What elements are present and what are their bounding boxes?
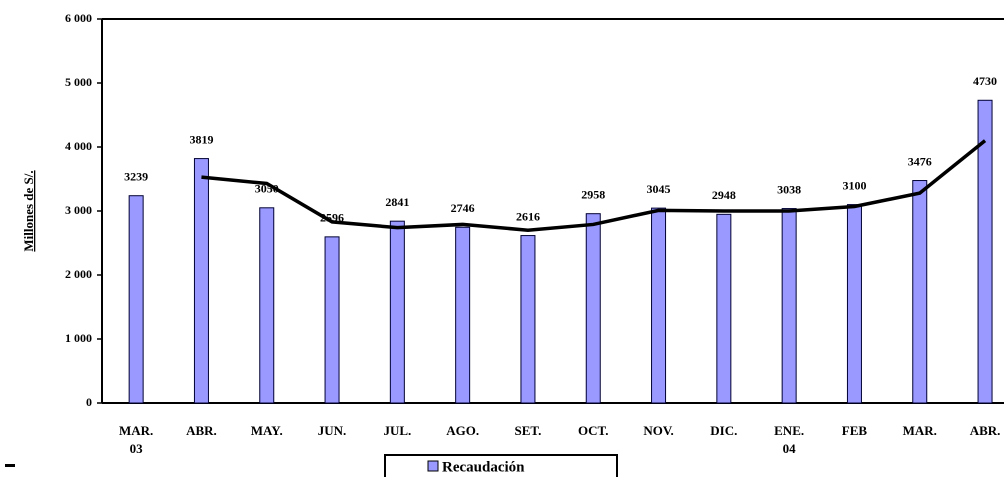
x-tick-label: ENE. 04 <box>774 423 805 456</box>
bar <box>977 99 993 404</box>
x-tick-label: JUL. <box>383 423 412 438</box>
x-tick-label: ABR. <box>969 423 1001 438</box>
bar <box>128 195 144 404</box>
legend-box <box>384 454 618 477</box>
data-label: 2958 <box>581 187 605 201</box>
y-tick-label: 4 000 <box>65 139 92 153</box>
bar <box>389 220 405 404</box>
x-tick-label: SET. <box>514 423 542 438</box>
data-label: 2746 <box>451 201 475 215</box>
data-label: 3045 <box>647 182 671 196</box>
x-tick-label: NOV. <box>643 423 674 438</box>
bar <box>259 207 275 404</box>
data-label: 2616 <box>516 209 540 223</box>
y-axis-title: Millones de S/. <box>21 170 36 251</box>
bar <box>781 208 797 404</box>
bar <box>193 158 209 404</box>
x-tick-label: AGO. <box>446 423 480 438</box>
data-label: 3239 <box>124 169 148 183</box>
data-label: 3038 <box>777 182 801 196</box>
bar <box>324 236 340 404</box>
data-label: 3819 <box>189 132 213 146</box>
data-label: 3100 <box>842 178 866 192</box>
y-tick-label: 5 000 <box>65 75 92 89</box>
data-label: 2948 <box>712 188 736 202</box>
x-tick-label: JUN. <box>317 423 347 438</box>
x-tick-label: DIC. <box>710 423 738 438</box>
bar <box>716 213 732 404</box>
x-tick-label: MAR. <box>902 423 937 438</box>
line <box>201 139 987 232</box>
y-tick-label: 0 <box>86 395 92 409</box>
data-label: 4730 <box>973 74 997 88</box>
mark <box>5 464 15 467</box>
data-label: 2841 <box>385 195 409 209</box>
data-label: 3476 <box>908 154 932 168</box>
x-tick-label: MAR. 03 <box>118 423 154 456</box>
bar <box>520 235 536 404</box>
bar <box>455 226 471 404</box>
bar <box>651 207 667 404</box>
x-tick-label: FEB <box>841 423 868 438</box>
y-tick-label: 2 000 <box>65 267 92 281</box>
bar <box>846 204 862 404</box>
x-tick-label: MAY. <box>250 423 283 438</box>
x-tick-label: ABR. <box>186 423 217 438</box>
bar <box>912 180 928 404</box>
bar <box>585 213 601 404</box>
y-tick-label: 6 000 <box>65 11 92 25</box>
y-tick-label: 3 000 <box>65 203 92 217</box>
y-tick-label: 1 000 <box>65 331 92 345</box>
x-tick-label: OCT. <box>578 423 609 438</box>
legend-label: Recaudación <box>442 459 525 475</box>
legend-swatch <box>427 460 439 472</box>
